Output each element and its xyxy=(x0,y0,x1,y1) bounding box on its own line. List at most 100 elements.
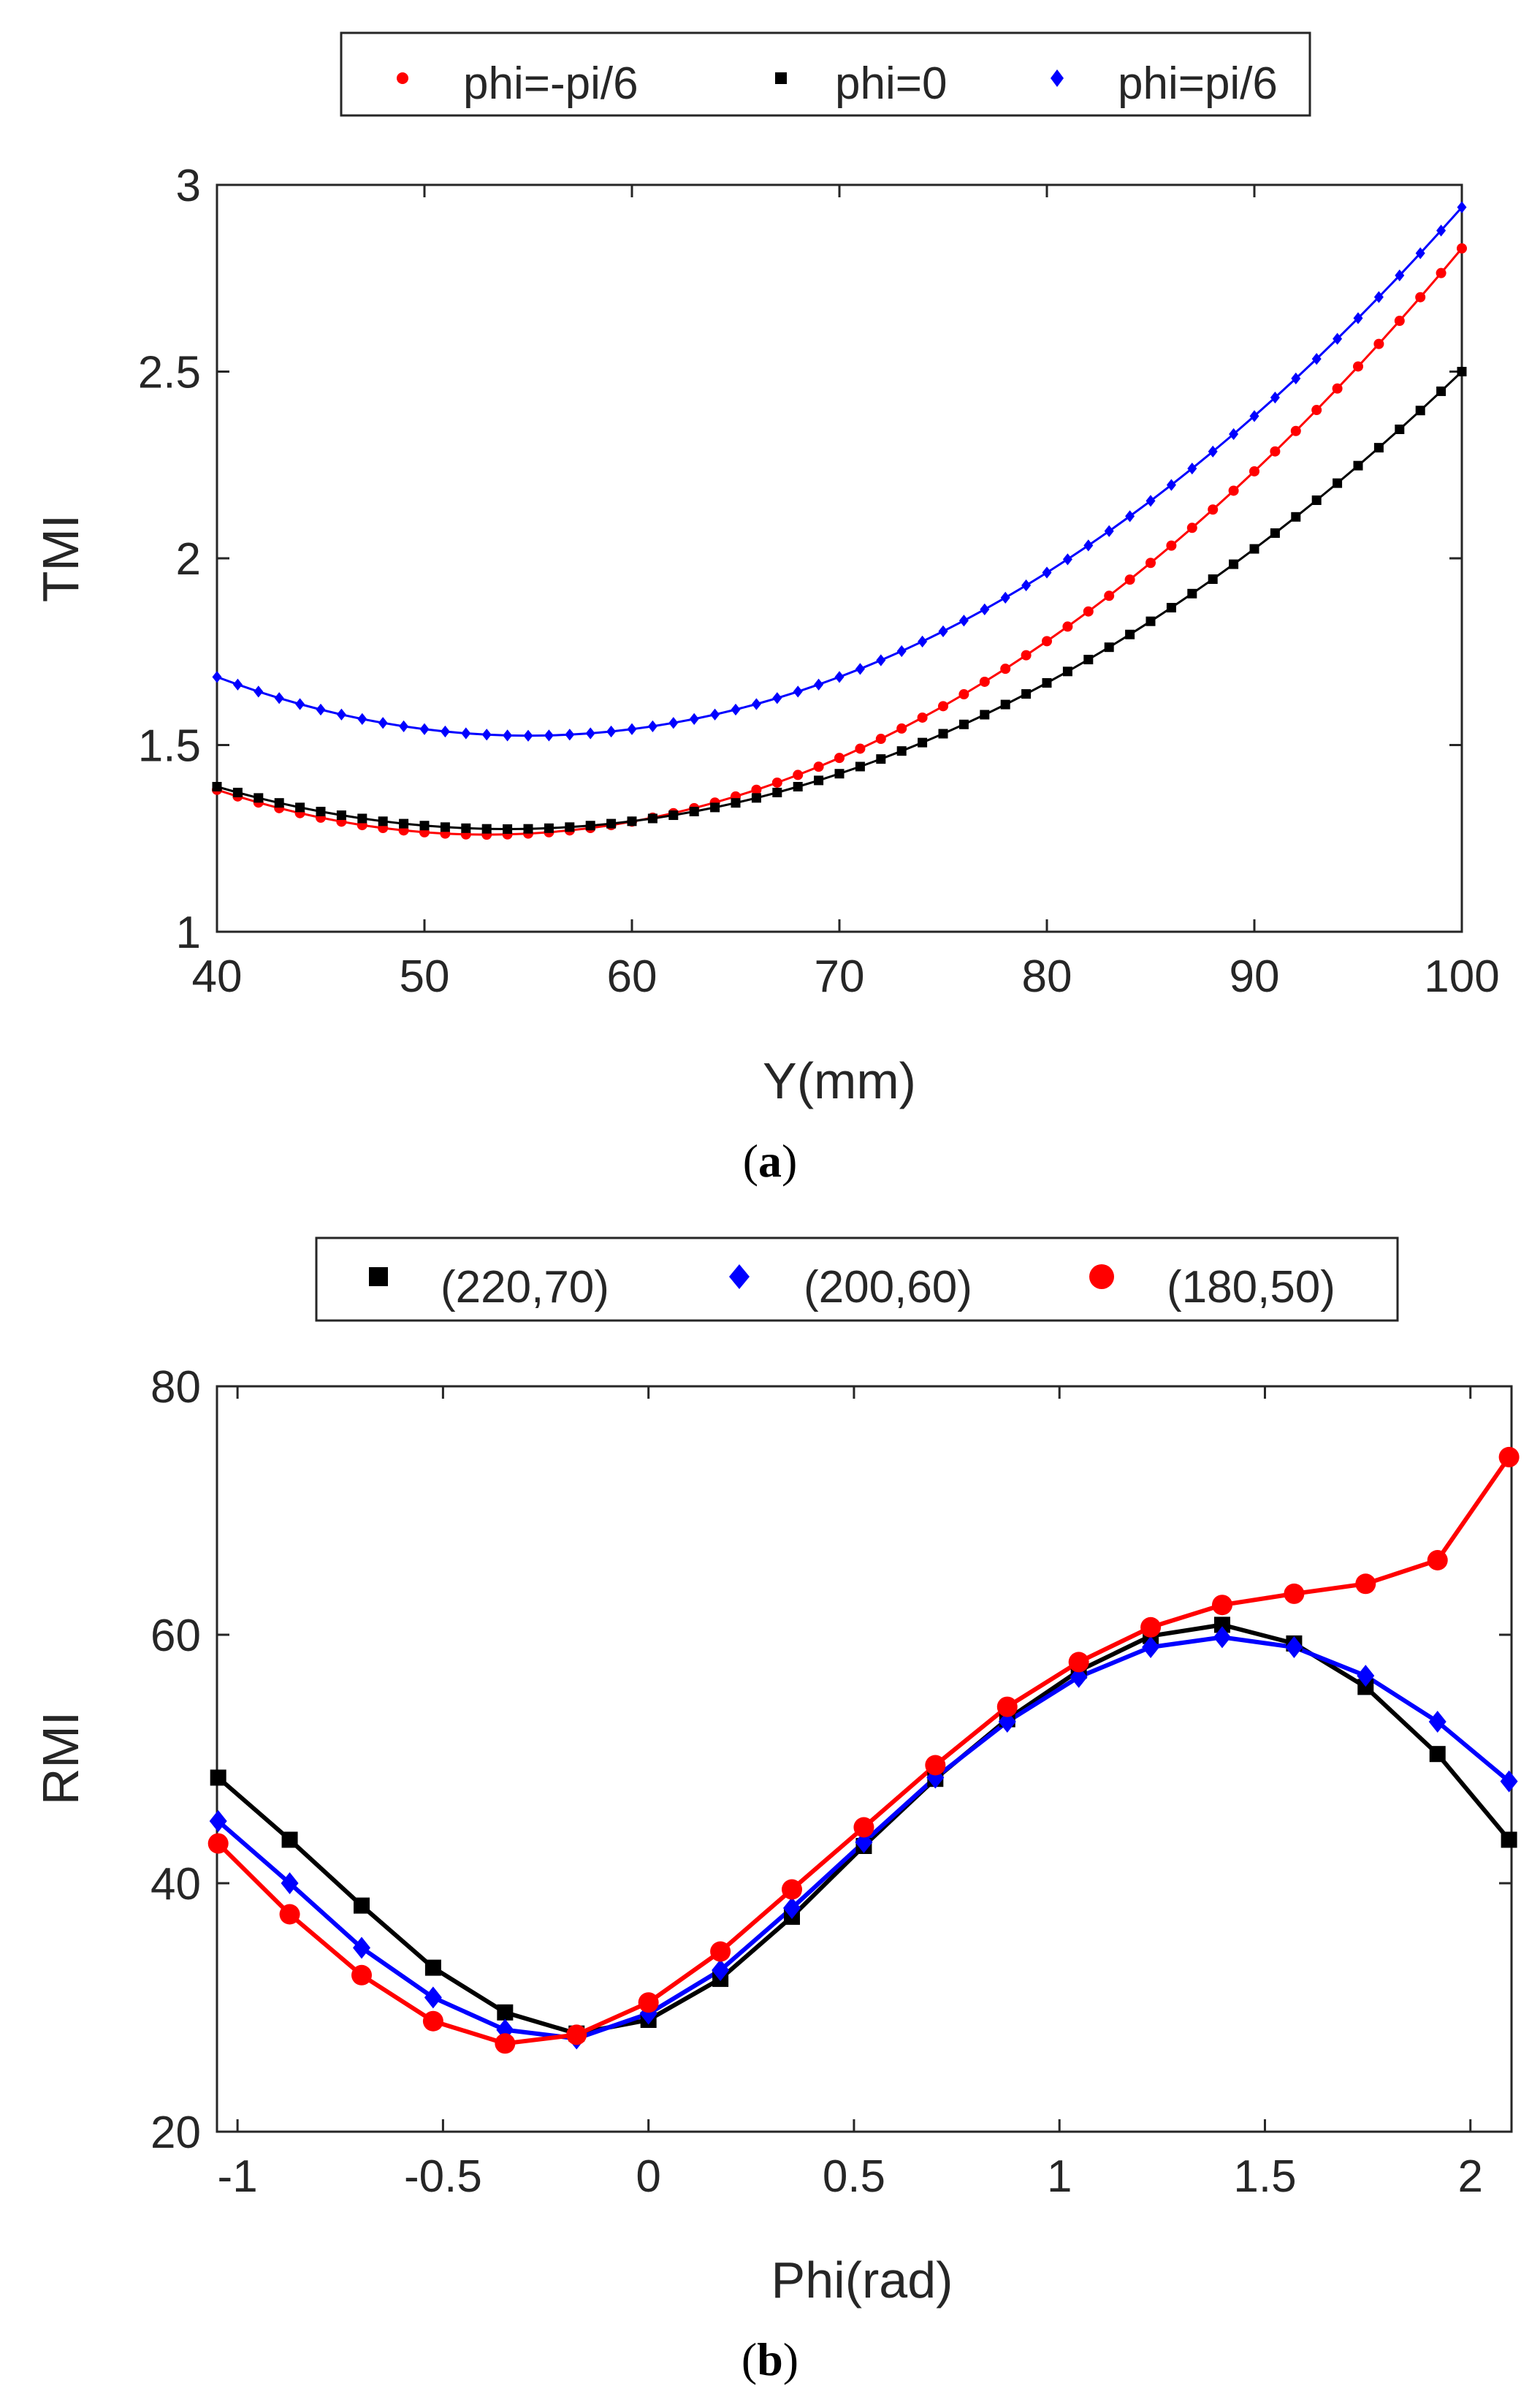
y-tick-label-b-3: 80 xyxy=(150,1362,201,1413)
data-point-a-phi-0-58 xyxy=(1415,406,1425,416)
data-point-a-phi-0-20 xyxy=(627,816,637,827)
data-point-b-200-60-15 xyxy=(1285,1636,1303,1658)
chart-panel-a: phi=-pi/6 phi=0 phi=pi/6 40 50 60 70 80 90 100… xyxy=(32,31,1500,1187)
data-point-a-phi-pi-6-41 xyxy=(1062,621,1073,632)
data-point-a-phi-pi-6-45 xyxy=(1146,495,1156,507)
data-point-a-phi-pi-6-37 xyxy=(980,603,990,616)
data-point-b-200-60-7 xyxy=(712,1959,730,1981)
data-point-a-phi-0-35 xyxy=(938,729,948,739)
data-point-a-phi-pi-6-35 xyxy=(938,625,948,638)
data-point-a-phi-0-3 xyxy=(274,798,284,808)
data-point-b-180-50-18 xyxy=(1498,1446,1520,1467)
data-point-a-phi-0-11 xyxy=(440,822,450,832)
data-point-a-phi-pi-6-16 xyxy=(544,729,554,742)
data-point-a-phi-pi-6-54 xyxy=(1332,383,1343,394)
data-point-a-phi-pi-6-27 xyxy=(772,692,782,704)
data-point-a-phi-0-40 xyxy=(1042,677,1052,688)
data-point-a-phi-0-44 xyxy=(1125,629,1135,639)
data-point-a-phi-pi-6-42 xyxy=(1083,606,1094,617)
data-point-a-phi-0-19 xyxy=(606,818,617,829)
data-point-a-phi-0-39 xyxy=(1021,689,1032,699)
data-point-a-phi-0-9 xyxy=(399,818,409,829)
data-point-b-180-50-5 xyxy=(566,2024,587,2045)
data-point-a-phi-0-45 xyxy=(1146,616,1156,626)
data-point-a-phi-0-55 xyxy=(1353,460,1363,471)
x-axis-label-a: Y(mm) xyxy=(763,1052,916,1109)
data-point-a-phi-pi-6-4 xyxy=(295,698,305,710)
data-point-b-220-70-18 xyxy=(1501,1831,1517,1848)
data-point-b-180-50-1 xyxy=(279,1904,300,1925)
data-point-a-phi-0-12 xyxy=(461,823,471,833)
data-point-a-phi-pi-6-40 xyxy=(1042,566,1052,579)
x-tick-label-a-2: 60 xyxy=(607,951,657,1002)
data-point-a-phi-pi-6-32 xyxy=(876,654,886,666)
data-point-a-phi-pi-6-57 xyxy=(1394,316,1405,327)
data-point-a-phi-0-14 xyxy=(503,824,513,834)
data-point-a-phi-pi-6-26 xyxy=(751,698,761,710)
data-point-a-phi-0-49 xyxy=(1229,559,1239,569)
data-point-a-phi-0-24 xyxy=(710,802,720,813)
data-point-a-phi-pi-6-2 xyxy=(254,685,264,698)
panel-label-a: (a) xyxy=(743,1135,798,1187)
data-point-a-phi-pi-6-47 xyxy=(1186,523,1197,533)
data-point-b-180-50-4 xyxy=(495,2033,516,2054)
data-point-a-phi-pi-6-55 xyxy=(1353,361,1363,372)
data-point-b-220-70-2 xyxy=(354,1897,370,1914)
data-point-b-220-70-0 xyxy=(210,1769,226,1786)
data-point-b-200-60-11 xyxy=(998,1711,1016,1733)
data-point-a-phi-pi-6-17 xyxy=(565,729,575,741)
y-axis-label-a: TMI xyxy=(32,514,89,603)
data-point-b-180-50-0 xyxy=(207,1833,229,1854)
y-tick-label-a-3: 2.5 xyxy=(138,348,201,398)
data-point-a-phi-0-17 xyxy=(565,822,575,832)
data-point-a-phi-pi-6-26 xyxy=(751,784,762,795)
data-point-a-phi-0-54 xyxy=(1333,478,1343,488)
data-point-b-200-60-8 xyxy=(782,1897,801,1919)
data-point-a-phi-0-36 xyxy=(958,719,969,729)
x-tick-label-a-3: 70 xyxy=(815,951,865,1002)
data-point-b-200-60-16 xyxy=(1357,1665,1375,1687)
data-point-a-phi-pi-6-56 xyxy=(1373,338,1384,349)
data-point-a-phi-0-46 xyxy=(1166,603,1176,613)
data-point-a-phi-pi-6-57 xyxy=(1395,269,1405,281)
data-point-a-phi-pi-6-31 xyxy=(855,743,866,754)
data-point-a-phi-pi-6-35 xyxy=(938,701,948,712)
data-point-a-phi-pi-6-38 xyxy=(1000,664,1011,675)
data-point-a-phi-pi-6-5 xyxy=(316,703,326,716)
data-point-b-200-60-3 xyxy=(424,1986,442,2009)
data-point-a-phi-pi-6-1 xyxy=(232,678,243,691)
legend-a-label-phi-zero: phi=0 xyxy=(835,58,947,109)
legend-a-marker-phi-neg xyxy=(397,72,408,84)
data-point-a-phi-0-2 xyxy=(254,793,264,803)
data-point-a-phi-0-32 xyxy=(876,754,886,764)
data-point-a-phi-pi-6-8 xyxy=(378,717,388,729)
data-point-a-phi-pi-6-36 xyxy=(958,689,969,700)
data-point-b-180-50-14 xyxy=(1211,1595,1232,1616)
data-point-b-180-50-16 xyxy=(1355,1573,1376,1595)
data-point-b-200-60-12 xyxy=(1070,1665,1088,1688)
data-point-a-phi-0-8 xyxy=(378,816,388,827)
data-point-a-phi-0-33 xyxy=(896,746,907,756)
data-point-a-phi-0-57 xyxy=(1395,424,1405,434)
data-point-a-phi-pi-6-32 xyxy=(875,734,886,745)
data-point-a-phi-0-15 xyxy=(523,824,533,834)
data-point-a-phi-0-16 xyxy=(544,823,554,833)
data-point-b-180-50-15 xyxy=(1284,1583,1305,1604)
data-point-a-phi-pi-6-58 xyxy=(1415,247,1425,259)
data-point-a-phi-0-23 xyxy=(689,807,699,817)
data-point-a-phi-pi-6-60 xyxy=(1457,243,1467,254)
data-point-a-phi-0-4 xyxy=(295,802,305,813)
data-point-a-phi-pi-6-14 xyxy=(503,729,513,742)
data-point-a-phi-pi-6-0 xyxy=(212,671,222,683)
x-tick-label-a-0: 40 xyxy=(192,951,243,1002)
data-point-a-phi-0-0 xyxy=(212,781,222,791)
data-point-b-200-60-13 xyxy=(1142,1636,1160,1658)
y-tick-label-a-0: 1 xyxy=(176,908,201,958)
x-tick-label-a-4: 80 xyxy=(1022,951,1072,1002)
data-point-b-220-70-16 xyxy=(1357,1679,1374,1695)
data-point-a-phi-0-29 xyxy=(814,775,824,786)
data-point-a-phi-pi-6-33 xyxy=(896,645,907,658)
data-point-b-200-60-17 xyxy=(1428,1711,1446,1733)
data-point-a-phi-pi-6-41 xyxy=(1062,553,1072,566)
